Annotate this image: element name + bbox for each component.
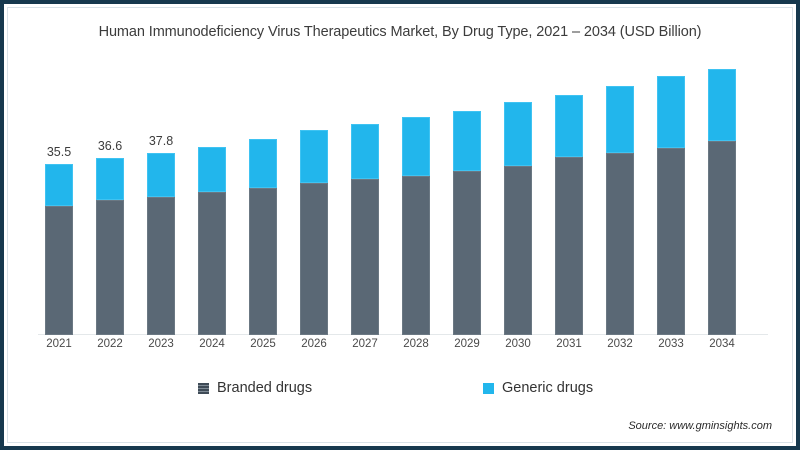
bar-segment-branded-drugs[interactable] <box>300 182 328 335</box>
bar-segment-branded-drugs[interactable] <box>555 157 583 335</box>
bar-segment-branded-drugs[interactable] <box>402 175 430 335</box>
x-axis-label-2034: 2034 <box>709 338 735 350</box>
bar-value-label: 36.6 <box>97 139 123 154</box>
x-axis-label-2029: 2029 <box>454 338 480 350</box>
bar-segment-branded-drugs[interactable] <box>708 140 736 335</box>
x-axis-label-2032: 2032 <box>607 338 633 350</box>
chart-legend: Branded drugs Generic drugs <box>0 380 800 400</box>
x-axis-label-2031: 2031 <box>556 338 582 350</box>
bar-segment-generic-drugs[interactable] <box>504 101 532 166</box>
legend-label: Generic drugs <box>502 380 594 396</box>
plot-area: 35.5 36.6 37.8 <box>38 60 768 335</box>
legend-item-generic-drugs[interactable]: Generic drugs <box>483 380 593 396</box>
bar-segment-branded-drugs[interactable] <box>453 171 481 335</box>
bar-segment-branded-drugs[interactable] <box>657 147 685 335</box>
legend-label: Branded drugs <box>217 380 313 396</box>
bar-segment-generic-drugs[interactable] <box>96 158 124 200</box>
x-axis-label-2028: 2028 <box>403 338 429 350</box>
bar-segment-generic-drugs[interactable] <box>300 130 328 183</box>
bar-value-label: 37.8 <box>148 133 174 148</box>
bar-segment-branded-drugs[interactable] <box>147 196 175 335</box>
x-axis-label-2025: 2025 <box>250 338 276 350</box>
bar-segment-generic-drugs[interactable] <box>147 152 175 197</box>
bar-segment-branded-drugs[interactable] <box>96 199 124 335</box>
bar-segment-generic-drugs[interactable] <box>657 76 685 148</box>
legend-swatch-icon <box>198 382 209 394</box>
bar-segment-generic-drugs[interactable] <box>402 117 430 176</box>
bar-segment-generic-drugs[interactable] <box>351 123 379 179</box>
x-axis-tick-labels: 2021 2022 2023 2024 2025 2026 2027 2028 2029 2030… <box>38 338 768 360</box>
x-axis-label-2023: 2023 <box>148 338 174 350</box>
x-axis-label-2022: 2022 <box>97 338 123 350</box>
bar-segment-branded-drugs[interactable] <box>45 205 73 335</box>
bar-value-label: 35.5 <box>46 144 72 159</box>
bar-segment-branded-drugs[interactable] <box>606 152 634 335</box>
chart-title: Human Immunodeficiency Virus Therapeutic… <box>98 24 702 40</box>
x-axis-label-2026: 2026 <box>301 338 327 350</box>
bar-segment-generic-drugs[interactable] <box>555 94 583 158</box>
x-axis-label-2027: 2027 <box>352 338 378 350</box>
bar-segment-branded-drugs[interactable] <box>351 178 379 335</box>
bar-segment-generic-drugs[interactable] <box>249 138 277 188</box>
bar-segment-branded-drugs[interactable] <box>504 165 532 335</box>
x-axis-label-2024: 2024 <box>199 338 225 350</box>
bar-segment-generic-drugs[interactable] <box>708 68 736 141</box>
bar-segment-generic-drugs[interactable] <box>198 146 226 192</box>
legend-item-branded-drugs[interactable]: Branded drugs <box>198 380 312 396</box>
bar-segment-generic-drugs[interactable] <box>45 163 73 206</box>
x-axis-label-2030: 2030 <box>505 338 531 350</box>
x-axis-label-2021: 2021 <box>46 338 72 350</box>
bar-segment-branded-drugs[interactable] <box>249 187 277 335</box>
source-note: Source: www.gminsights.com <box>628 420 772 432</box>
bar-segment-branded-drugs[interactable] <box>198 191 226 335</box>
bar-segment-generic-drugs[interactable] <box>453 110 481 172</box>
x-axis-label-2033: 2033 <box>658 338 684 350</box>
legend-swatch-icon <box>483 382 494 394</box>
bar-segment-generic-drugs[interactable] <box>606 85 634 153</box>
